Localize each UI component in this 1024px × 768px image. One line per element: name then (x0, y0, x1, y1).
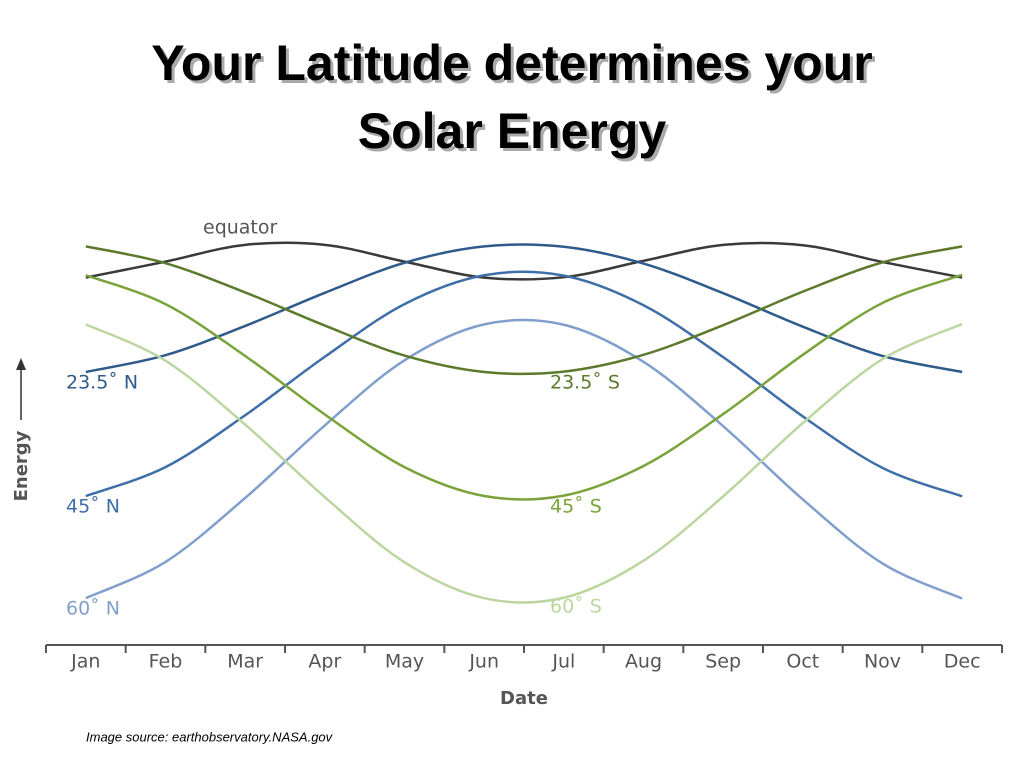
x-tick-label: Aug (625, 651, 662, 673)
y-axis-arrowhead (16, 358, 26, 370)
series-line (85, 273, 963, 501)
series-label: equator (203, 217, 278, 239)
title-shadow: Your Latitude determines your (154, 38, 875, 94)
x-tick-label: Jul (551, 651, 575, 673)
series-label: 45˚ N (66, 496, 120, 518)
series-label: 23.5˚ S (550, 372, 620, 394)
series-label: 60˚ N (66, 598, 120, 620)
x-tick-label: Jan (70, 651, 100, 673)
series-label: 23.5˚ N (66, 372, 138, 394)
image-source: Image source: earthobservatory.NASA.gov (86, 729, 334, 744)
series-label: 60˚ S (550, 596, 602, 618)
x-tick-label: Oct (786, 651, 819, 673)
series-label: 45˚ S (550, 496, 602, 518)
x-tick-label: Nov (864, 651, 901, 673)
title-line: Your Latitude determines your (151, 35, 872, 91)
title-line: Solar Energy (358, 103, 667, 159)
x-tick-label: Jun (468, 651, 499, 673)
x-tick-label: Apr (308, 651, 341, 673)
series-line (85, 245, 963, 376)
x-tick-label: Feb (149, 651, 183, 673)
x-tick-label: Sep (705, 651, 741, 673)
series-line (85, 318, 963, 600)
x-axis-label: Date (500, 688, 548, 709)
title-shadow: Solar Energy (361, 106, 670, 162)
x-tick-label: Dec (944, 651, 981, 673)
x-tick-label: Mar (227, 651, 263, 673)
slide-title: Your Latitude determines your Your Latit… (151, 35, 875, 162)
series-line (85, 241, 963, 281)
y-axis-label: Energy (11, 430, 32, 501)
series-line (85, 270, 963, 498)
x-tick-label: May (385, 651, 424, 673)
series-line (85, 322, 963, 604)
series-line (85, 243, 963, 374)
